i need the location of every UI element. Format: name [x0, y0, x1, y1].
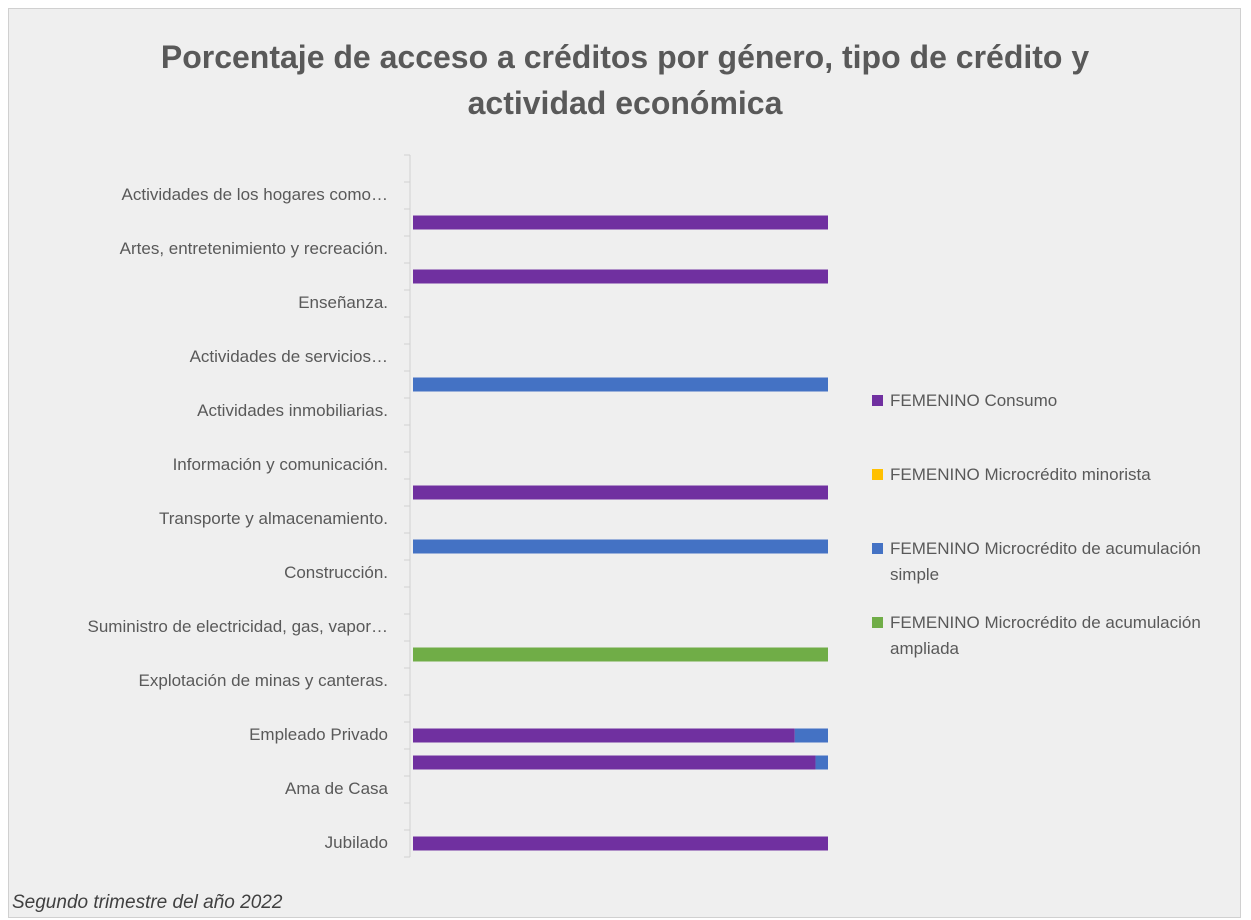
legend-entry: FEMENINO Microcrédito minorista: [872, 462, 1250, 488]
legend-entry: FEMENINO Microcrédito de acumulación amp…: [872, 610, 1250, 662]
legend-label: FEMENINO Microcrédito de acumulación amp…: [890, 613, 1201, 658]
legend-entry: FEMENINO Consumo: [872, 388, 1250, 414]
bar-segment: [413, 269, 828, 284]
bar-segment: [413, 647, 828, 662]
bar-segment: [413, 485, 828, 500]
bar-segment: [413, 215, 828, 230]
chart-note: Segundo trimestre del año 2022: [12, 892, 283, 913]
category-label: Actividades de servicios…: [190, 347, 388, 366]
legend-swatch: [872, 543, 883, 554]
bar-segment: [413, 728, 795, 743]
category-label: Empleado Privado: [249, 725, 388, 744]
category-label: Construcción.: [284, 563, 388, 582]
bar-segment: [413, 377, 828, 392]
category-label: Explotación de minas y canteras.: [139, 671, 388, 690]
legend-label: FEMENINO Consumo: [890, 391, 1058, 410]
category-label: Actividades inmobiliarias.: [197, 401, 388, 420]
legend-label: FEMENINO Microcrédito minorista: [890, 465, 1151, 484]
category-label: Actividades de los hogares como…: [122, 185, 388, 204]
legend-swatch: [872, 469, 883, 480]
bar-segment: [794, 728, 828, 743]
category-label: Transporte y almacenamiento.: [159, 509, 388, 528]
bar-segment: [413, 836, 828, 851]
bar-segment: [413, 755, 816, 770]
category-label: Ama de Casa: [285, 779, 389, 798]
bar-segment: [413, 539, 828, 554]
bar-segment: [815, 755, 828, 770]
chart-title: Porcentaje de acceso a créditos por géne…: [160, 39, 1090, 121]
category-label: Enseñanza.: [298, 293, 388, 312]
category-label: Suministro de electricidad, gas, vapor…: [88, 617, 388, 636]
legend-entry: FEMENINO Microcrédito de acumulación sim…: [872, 536, 1250, 588]
category-label: Información y comunicación.: [173, 455, 388, 474]
category-label: Jubilado: [325, 833, 388, 852]
legend-swatch: [872, 395, 883, 406]
legend-swatch: [872, 617, 883, 628]
category-label: Artes, entretenimiento y recreación.: [120, 239, 388, 258]
legend-label: FEMENINO Microcrédito de acumulación sim…: [890, 539, 1201, 584]
